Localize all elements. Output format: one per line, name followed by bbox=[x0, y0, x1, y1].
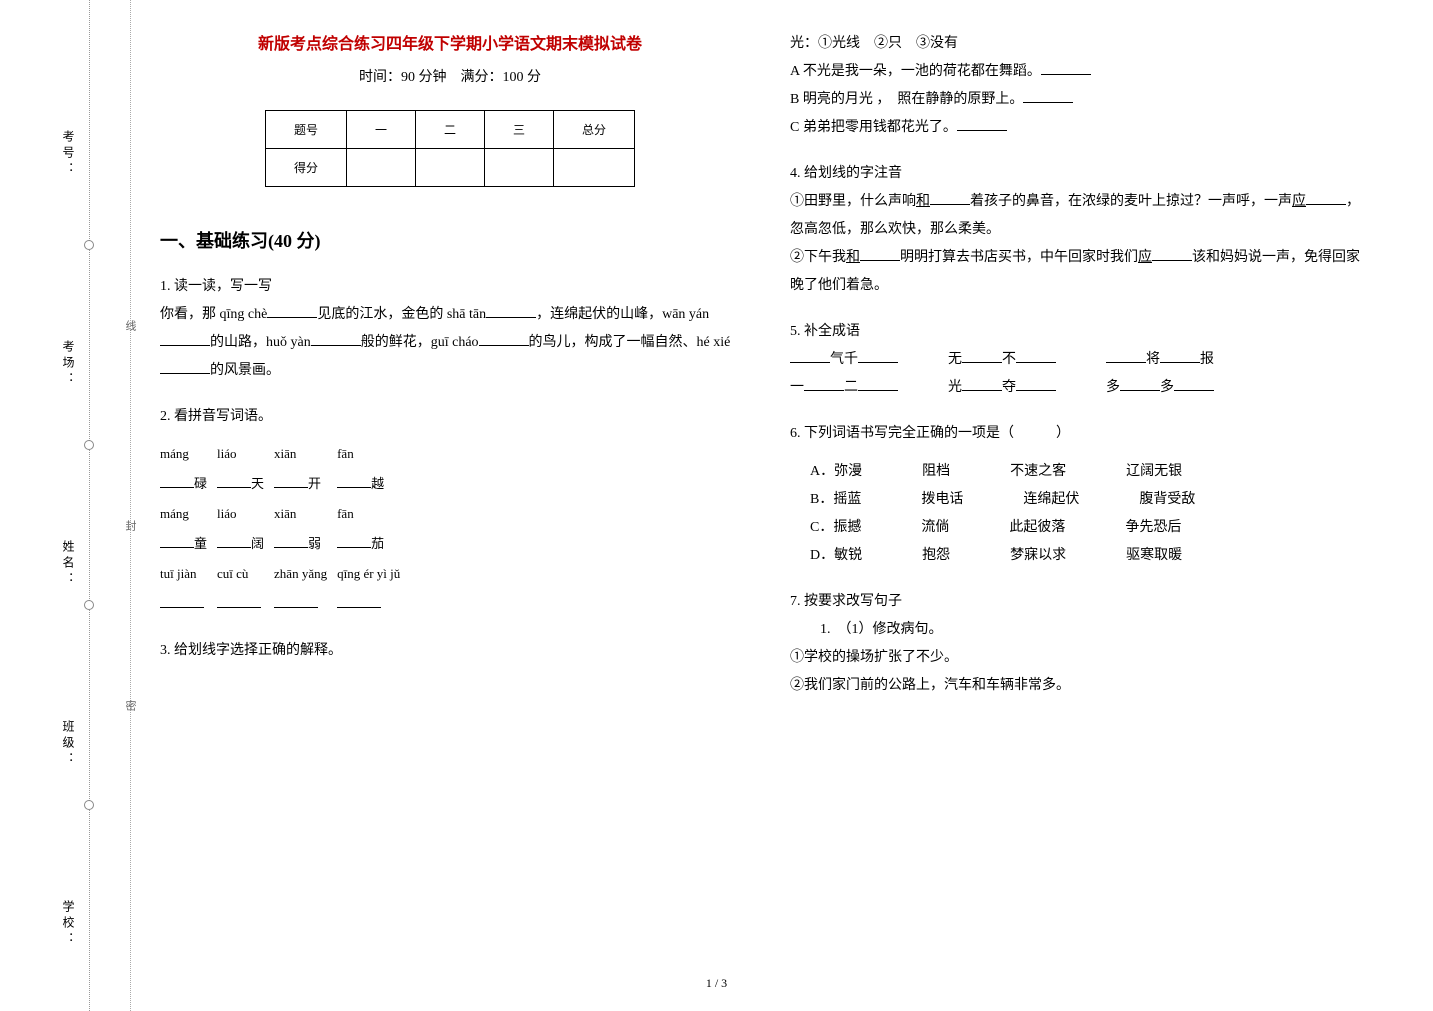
page-body: 新版考点综合练习四年级下学期小学语文期末模拟试卷 时间：90 分钟 满分：100… bbox=[0, 0, 1433, 718]
right-column: 光：①光线 ②只 ③没有 A 不光是我一朵，一池的荷花都在舞蹈。 B 明亮的月光… bbox=[790, 30, 1370, 718]
question-number: 4. 给划线的字注音 bbox=[790, 160, 1370, 188]
cell: 三 bbox=[485, 111, 554, 149]
table-row: 得分 bbox=[265, 149, 634, 187]
question-text: 你看，那 qīng chè见底的江水，金色的 shā tān，连绵起伏的山峰，w… bbox=[160, 301, 740, 385]
cell bbox=[415, 149, 484, 187]
question-6: 6. 下列词语书写完全正确的一项是（ ） A．弥漫阻档不速之客辽阔无银 B．摇蓝… bbox=[790, 420, 1370, 570]
cell: 一 bbox=[346, 111, 415, 149]
question-3-body: 光：①光线 ②只 ③没有 A 不光是我一朵，一池的荷花都在舞蹈。 B 明亮的月光… bbox=[790, 30, 1370, 142]
margin-label-school: 学校： bbox=[60, 900, 77, 948]
margin-label-id: 考号： bbox=[60, 130, 77, 178]
exam-title: 新版考点综合练习四年级下学期小学语文期末模拟试卷 bbox=[160, 30, 740, 54]
margin-circle bbox=[84, 240, 94, 250]
pinyin-table: máng liáo xiān fān 碌 天 开 越 máng liáo xiā… bbox=[160, 439, 410, 619]
seal-label: 密 bbox=[122, 700, 138, 721]
margin-circle bbox=[84, 440, 94, 450]
score-table: 题号 一 二 三 总分 得分 bbox=[265, 110, 635, 187]
left-column: 新版考点综合练习四年级下学期小学语文期末模拟试卷 时间：90 分钟 满分：100… bbox=[160, 30, 740, 718]
margin-label-name: 姓名： bbox=[60, 540, 77, 588]
margin-label-room: 考场： bbox=[60, 340, 77, 388]
cell: 得分 bbox=[265, 149, 346, 187]
cell: 二 bbox=[415, 111, 484, 149]
question-number: 5. 补全成语 bbox=[790, 318, 1370, 346]
question-1: 1. 读一读，写一写 你看，那 qīng chè见底的江水，金色的 shā tā… bbox=[160, 273, 740, 385]
cell bbox=[346, 149, 415, 187]
question-2: 2. 看拼音写词语。 máng liáo xiān fān 碌 天 开 越 má… bbox=[160, 403, 740, 619]
question-number: 7. 按要求改写句子 bbox=[790, 588, 1370, 616]
margin-circle bbox=[84, 600, 94, 610]
cell: 总分 bbox=[554, 111, 635, 149]
cell bbox=[485, 149, 554, 187]
question-number: 2. 看拼音写词语。 bbox=[160, 403, 740, 431]
cell bbox=[554, 149, 635, 187]
seal-label: 线 bbox=[122, 320, 138, 341]
q3-prompt: 光：①光线 ②只 ③没有 bbox=[790, 30, 1370, 58]
page-number: 1 / 3 bbox=[706, 976, 727, 991]
margin-label-class: 班级： bbox=[60, 720, 77, 768]
seal-label: 封 bbox=[122, 520, 138, 541]
section-title: 一、基础练习(40 分) bbox=[160, 227, 740, 253]
question-5: 5. 补全成语 气千 无不 将报 一二 光夺 多多 bbox=[790, 318, 1370, 402]
binding-margin: 学校： 班级： 姓名： 考场： 考号： bbox=[30, 0, 90, 1011]
question-3-head: 3. 给划线字选择正确的解释。 bbox=[160, 637, 740, 665]
margin-circle bbox=[84, 800, 94, 810]
question-number: 1. 读一读，写一写 bbox=[160, 273, 740, 301]
question-number: 6. 下列词语书写完全正确的一项是（ ） bbox=[790, 420, 1370, 448]
cell: 题号 bbox=[265, 111, 346, 149]
question-number: 3. 给划线字选择正确的解释。 bbox=[160, 637, 740, 665]
question-4: 4. 给划线的字注音 ①田野里，什么声响和着孩子的鼻音，在浓绿的麦叶上掠过？一声… bbox=[790, 160, 1370, 300]
question-7: 7. 按要求改写句子 1. （1）修改病句。 ①学校的操场扩张了不少。 ②我们家… bbox=[790, 588, 1370, 700]
exam-subtitle: 时间：90 分钟 满分：100 分 bbox=[160, 66, 740, 86]
seal-line bbox=[130, 0, 131, 1011]
table-row: 题号 一 二 三 总分 bbox=[265, 111, 634, 149]
